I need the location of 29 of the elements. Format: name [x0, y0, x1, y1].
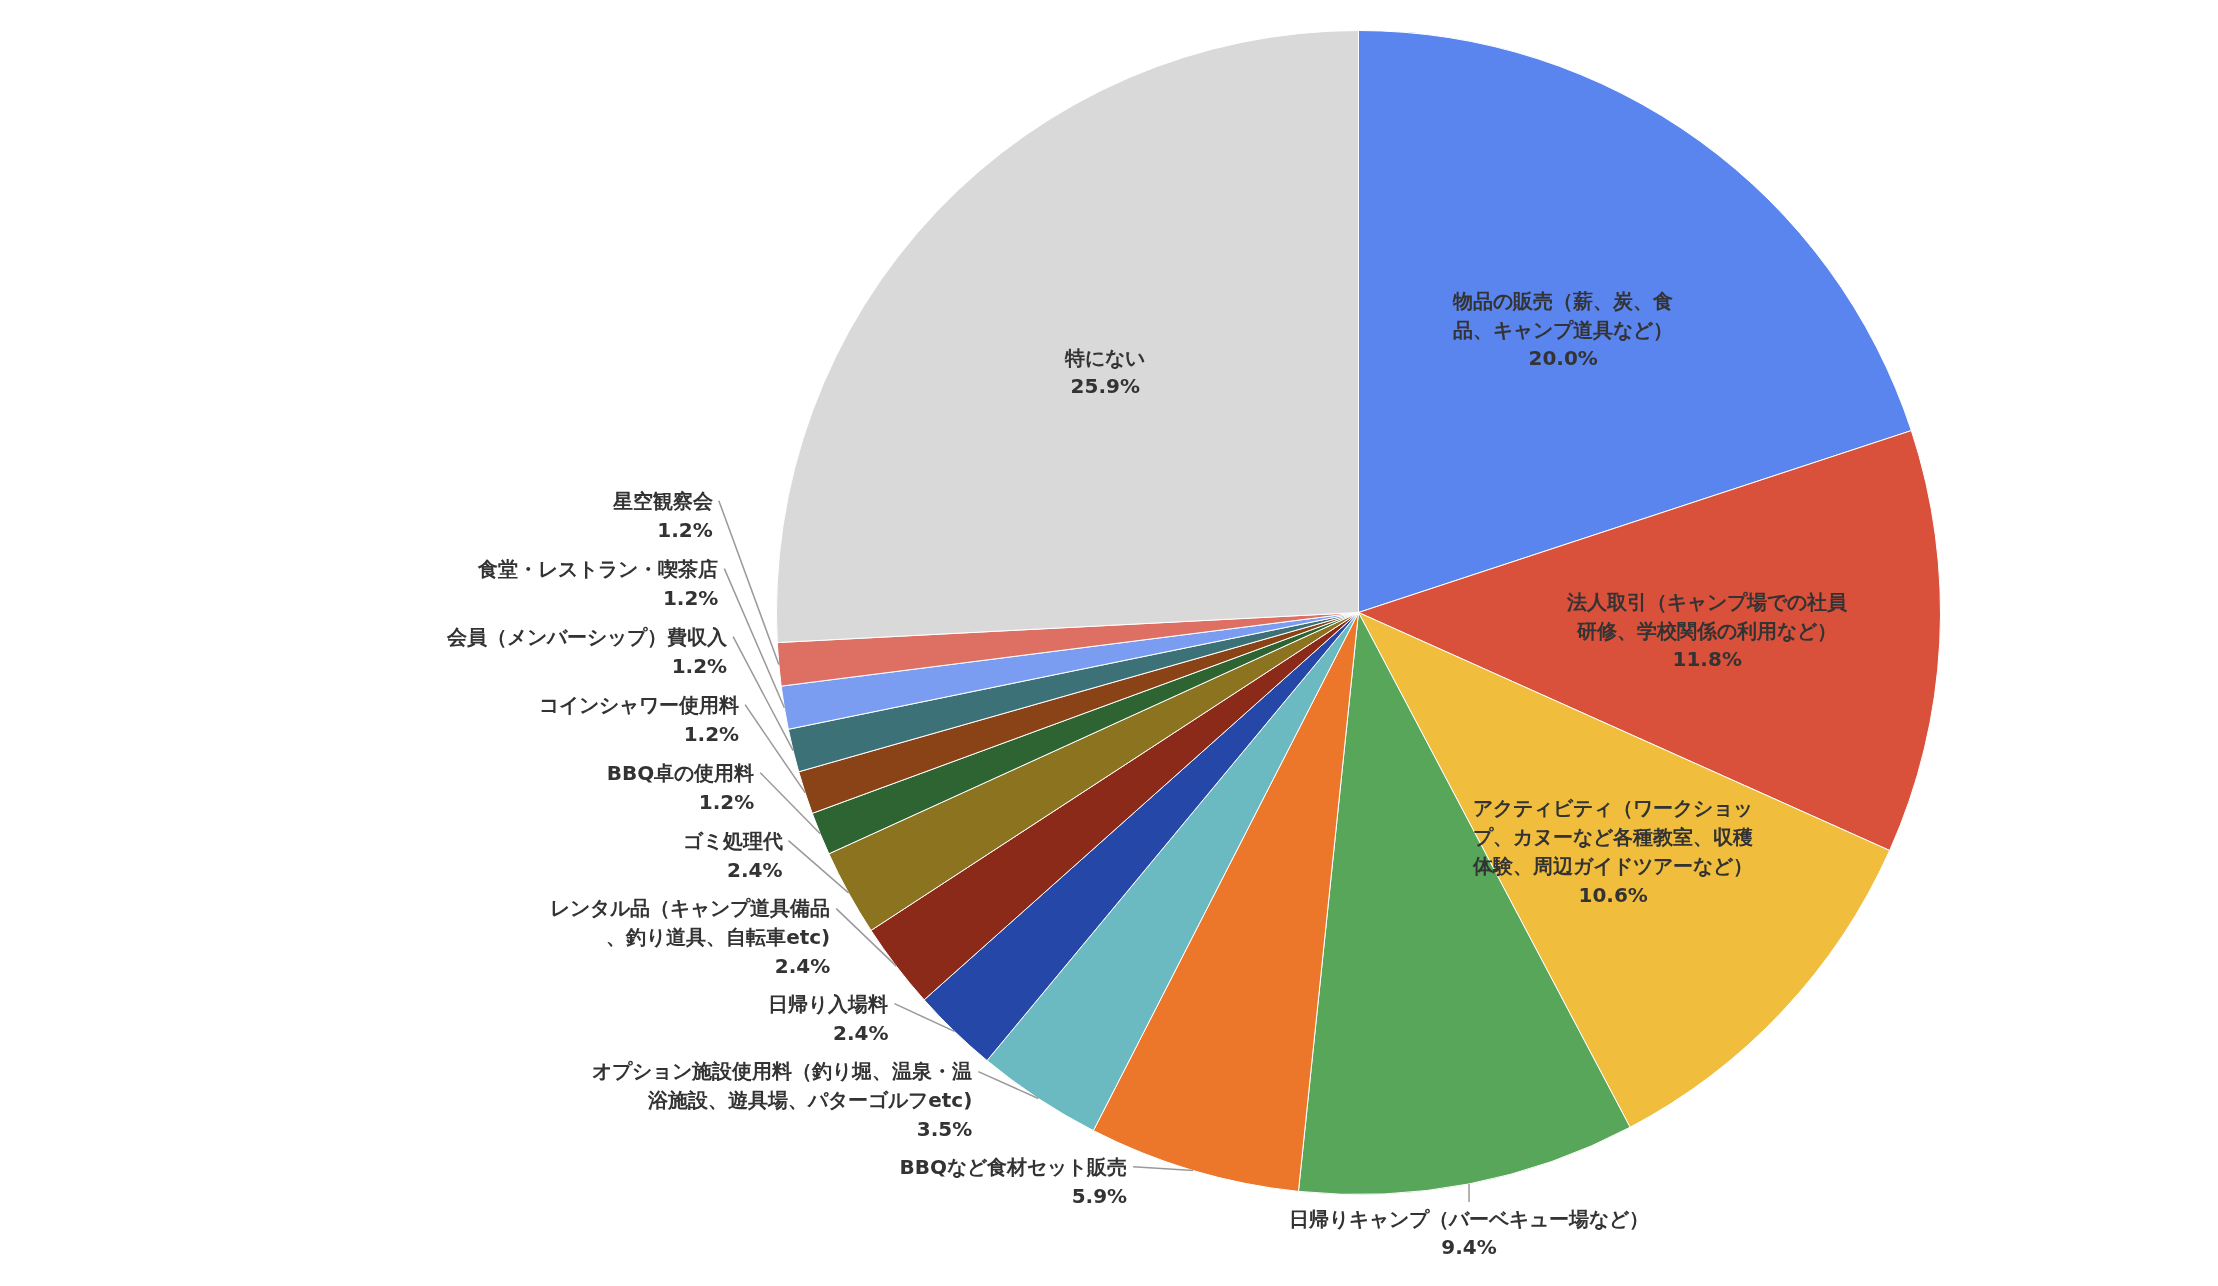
- slice-label: レンタル品（キャンプ道具備品、釣り道具、自転車etc): [550, 896, 831, 950]
- data-label: 20.0%: [1528, 346, 1598, 371]
- data-label: 25.9%: [1070, 374, 1140, 399]
- data-label: 2.4%: [832, 1021, 889, 1046]
- slice-label: 日帰り入場料: [768, 992, 889, 1017]
- slice-label: オプション施設使用料（釣り堀、温泉・温浴施設、遊具場、パターゴルフetc): [592, 1059, 973, 1113]
- slice-label: 法人取引（キャンプ場での社員研修、学校関係の利用など）: [1566, 589, 1849, 643]
- data-label: 5.9%: [1071, 1184, 1128, 1209]
- data-label: 2.4%: [774, 953, 831, 978]
- data-label: 1.2%: [662, 586, 719, 611]
- slice-label: 物品の販売（薪、炭、食品、キャンプ道具など）: [1452, 288, 1674, 342]
- data-label: 1.2%: [671, 654, 728, 679]
- data-label: 3.5%: [916, 1116, 973, 1141]
- slice-label: BBQなど食材セット販売: [899, 1155, 1128, 1180]
- slice-label: 特にない: [1064, 345, 1146, 370]
- slice-label: 日帰りキャンプ（バーベキュー場など）: [1289, 1206, 1650, 1231]
- data-label: 1.2%: [698, 790, 755, 815]
- data-label: 11.8%: [1672, 647, 1742, 672]
- slice-label: 食堂・レストラン・喫茶店: [477, 557, 719, 582]
- slice-label: 会員（メンバーシップ）費収入: [446, 625, 729, 650]
- slice-label: コインシャワー使用料: [539, 693, 740, 718]
- data-label: 10.6%: [1578, 882, 1648, 907]
- slice-label: 星空観察会: [611, 489, 714, 514]
- data-label: 1.2%: [683, 722, 740, 747]
- data-label: 2.4%: [727, 858, 783, 883]
- data-label: 9.4%: [1441, 1235, 1497, 1260]
- data-label: 1.2%: [657, 518, 713, 543]
- slice-label: BBQ卓の使用料: [606, 761, 755, 786]
- slice-label: ゴミ処理代: [682, 829, 783, 854]
